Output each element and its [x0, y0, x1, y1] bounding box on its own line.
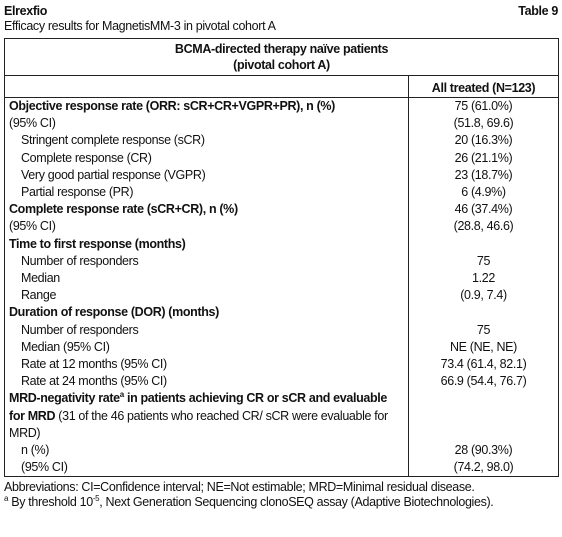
row-label: MRD-negativity ratea in patients achievi… [5, 390, 409, 442]
header: Elrexfio Table 9 [4, 4, 558, 19]
row-label: Number of responders [21, 322, 139, 337]
group-header-cell: BCMA-directed therapy naïve patients (pi… [4, 38, 559, 76]
table-row: (95% CI) (28.8, 46.6) [5, 218, 559, 236]
table-row: Very good partial response (VGPR) 23 (18.… [5, 166, 559, 185]
table-row: (95% CI) (74.2, 98.0) [5, 459, 559, 477]
table-row: n (%) 28 (90.3%) [5, 442, 559, 460]
row-label: Complete response rate (sCR+CR), n (%) [9, 202, 238, 217]
footnote-part: -5 [92, 494, 100, 504]
footnote-part: , Next Generation Sequencing clonoSEQ as… [99, 495, 494, 510]
table-row: Duration of response (DOR) (months) [5, 304, 559, 322]
table-row: Number of responders 75 [5, 321, 559, 339]
row-value: 23 (18.7%) [408, 166, 559, 185]
label-part: MRD-negativity rate [9, 391, 120, 406]
row-label: Partial response (PR) [21, 185, 134, 200]
row-value: (0.9, 7.4) [408, 287, 559, 305]
row-value: (74.2, 98.0) [408, 459, 559, 477]
row-label: Rate at 12 months (95% CI) [21, 357, 167, 372]
row-label: Number of responders [21, 253, 139, 268]
row-value: 6 (4.9%) [408, 184, 559, 202]
row-value: 20 (16.3%) [408, 132, 559, 150]
footnote-part: a [4, 494, 9, 504]
table-row: Time to first response (months) [5, 235, 559, 253]
row-label: Duration of response (DOR) (months) [9, 305, 219, 320]
table-row: Complete response (CR) 26 (21.1%) [5, 149, 559, 167]
table-row: Range (0.9, 7.4) [5, 287, 559, 305]
row-value: 66.9 (54.4, 76.7) [408, 373, 559, 391]
table-row: Partial response (PR) 6 (4.9%) [5, 184, 559, 202]
column-header-cell: All treated (N=123) [408, 75, 559, 98]
row-value: 75 [408, 321, 559, 339]
group-header-line: BCMA-directed therapy naïve patients [174, 42, 389, 56]
row-label: Complete response (CR) [21, 150, 152, 165]
title: Elrexfio [4, 4, 48, 18]
row-value: (51.8, 69.6) [408, 115, 559, 133]
footnote: a By threshold 10-5, Next Generation Seq… [4, 495, 558, 510]
row-label: (95% CI) [21, 460, 68, 475]
row-label: Very good partial response (VGPR) [21, 167, 206, 182]
table-row: Rate at 24 months (95% CI) 66.9 (54.4, 76… [5, 373, 559, 391]
footnote-part: By threshold 10 [8, 495, 93, 510]
table-row: Median (95% CI) NE (NE, NE) [5, 338, 559, 357]
row-label: n (%) [21, 443, 50, 458]
table-row: Median 1.22 [5, 270, 559, 288]
footnote-part: Abbreviations: CI=Confidence interval; N… [4, 480, 475, 495]
row-value [408, 390, 559, 443]
row-label: Median (95% CI) [21, 339, 110, 354]
row-label: Stringent complete response (sCR) [21, 133, 205, 148]
column-header: All treated (N=123) [4, 75, 559, 98]
row-label: (95% CI) [9, 219, 56, 234]
row-value: 73.4 (61.4, 82.1) [408, 356, 559, 374]
row-value: 1.22 [408, 270, 559, 288]
row-label: Range [21, 288, 57, 303]
row-value: NE (NE, NE) [408, 338, 559, 357]
row-value [408, 235, 559, 253]
label-part: in patients achieving CR or sCR and eval… [9, 391, 387, 423]
row-label: Objective response rate (ORR: sCR+CR+VGP… [9, 99, 335, 113]
label-part: a [119, 390, 124, 400]
group-header-line: (pivotal cohort A) [233, 58, 330, 72]
table-row: MRD-negativity ratea in patients achievi… [5, 390, 559, 443]
label-part: (31 of the 46 patients who reached CR/ s… [9, 408, 388, 440]
row-value: 46 (37.4%) [408, 201, 559, 219]
row-value: 26 (21.1%) [408, 149, 559, 167]
footnotes: Abbreviations: CI=Confidence interval; N… [4, 480, 558, 510]
table-row: Stringent complete response (sCR) 20 (16.… [5, 132, 559, 150]
table-body: BCMA-directed therapy naïve patients (pi… [4, 38, 559, 477]
table-row: Objective response rate (ORR: sCR+CR+VGP… [5, 97, 559, 116]
footnote: Abbreviations: CI=Confidence interval; N… [4, 480, 558, 495]
column-header-cell [4, 75, 409, 98]
table-row: Complete response rate (sCR+CR), n (%) 46… [5, 201, 559, 219]
row-value [408, 304, 559, 322]
group-header: BCMA-directed therapy naïve patients (pi… [4, 38, 559, 76]
row-label: Time to first response (months) [9, 236, 186, 251]
row-value: 28 (90.3%) [408, 442, 559, 460]
row-value: (28.8, 46.6) [408, 218, 559, 236]
row-label: (95% CI) [9, 116, 56, 131]
row-label: Median [21, 271, 60, 286]
table-row: (95% CI) (51.8, 69.6) [5, 115, 559, 133]
table-row: Rate at 12 months (95% CI) 73.4 (61.4, 82… [5, 356, 559, 374]
row-value: 75 (61.0%) [408, 97, 559, 116]
results-table: BCMA-directed therapy naïve patients (pi… [4, 38, 559, 478]
row-label: Rate at 24 months (95% CI) [21, 374, 167, 389]
row-value: 75 [408, 252, 559, 271]
table-row: Number of responders 75 [5, 252, 559, 271]
subtitle: Efficacy results for MagnetisMM-3 in piv… [4, 19, 276, 33]
table-label: Table 9 [518, 4, 558, 18]
